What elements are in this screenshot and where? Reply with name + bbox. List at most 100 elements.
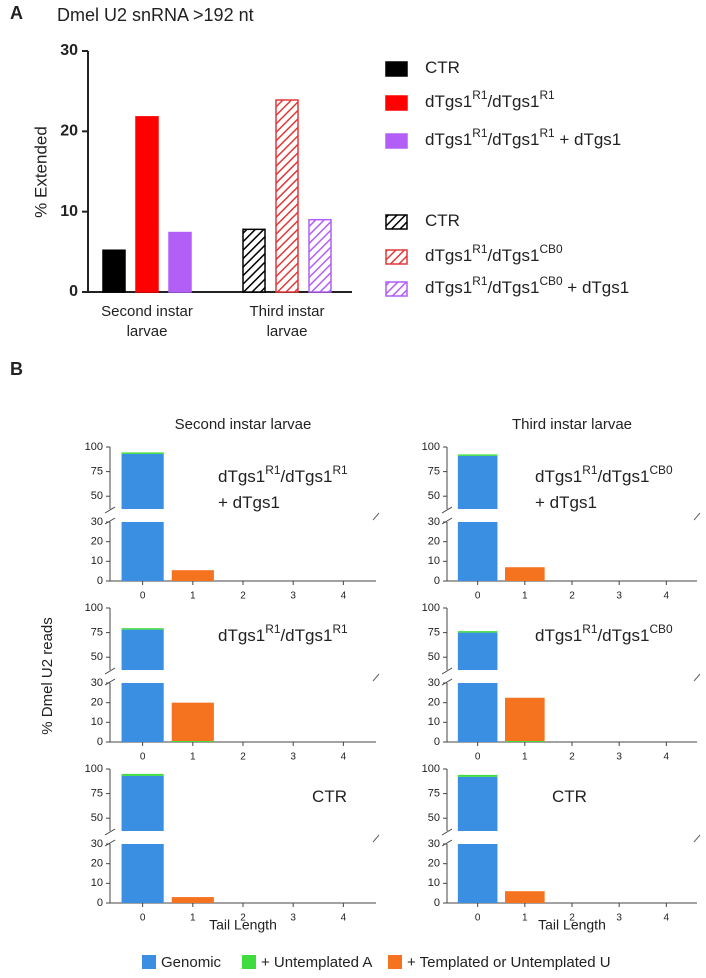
superscript: R1	[539, 126, 555, 140]
axis-break	[693, 834, 701, 843]
bar	[275, 99, 299, 293]
axis-break	[372, 834, 380, 843]
legend-label: dTgs1R1/dTgs1CB0 + dTgs1	[425, 274, 629, 297]
legend-label: dTgs1R1/dTgs1CB0	[425, 242, 563, 265]
superscript: R1	[265, 463, 281, 477]
annotation: CTR	[552, 787, 587, 806]
x-tick-label: 3	[290, 752, 296, 763]
y-tick-label: 20	[428, 697, 440, 709]
text-segment: /dTgs1	[597, 467, 649, 486]
axis-break	[441, 517, 453, 525]
y-tick-label: 75	[91, 627, 103, 639]
y-tick-label: 100	[85, 763, 103, 775]
bar-segment	[121, 683, 164, 742]
y-tick-label: 10	[428, 877, 440, 889]
x-tick-label: 1	[190, 591, 196, 602]
annotation: + dTgs1	[535, 493, 597, 512]
y-tick-label: 0	[434, 736, 440, 748]
y-tick-label: 50	[428, 812, 440, 824]
superscript: CB0	[539, 274, 563, 288]
bar-segment	[505, 891, 545, 903]
axis-break	[372, 512, 380, 521]
bar-segment	[457, 632, 498, 670]
bar-segment	[457, 522, 498, 581]
y-tick-label: 20	[60, 123, 78, 140]
legend-swatch	[142, 955, 156, 969]
y-tick-label: 20	[91, 697, 103, 709]
x-tick-label: 0	[140, 752, 146, 763]
y-tick-label: 20	[91, 536, 103, 548]
text-segment: /dTgs1	[487, 246, 539, 265]
y-tick-label: 75	[428, 466, 440, 478]
text-segment: + dTgs1	[218, 493, 280, 512]
y-tick-label: 20	[428, 858, 440, 870]
y-tick-label: 75	[428, 788, 440, 800]
x-tick-label: 1	[190, 913, 196, 924]
legend-swatch	[385, 249, 408, 265]
x-tick-label: 0	[475, 591, 481, 602]
x-axis-label: Tail Length	[209, 917, 277, 933]
y-tick-label: 30	[91, 838, 103, 850]
y-tick-label: 10	[91, 555, 103, 567]
text-segment: /dTgs1	[487, 92, 539, 111]
superscript: R1	[332, 463, 348, 477]
annotation: + dTgs1	[218, 493, 280, 512]
column-title: Second instar larvae	[175, 416, 312, 433]
text-segment: dTgs1	[425, 92, 472, 111]
legend-label: + Templated or Untemplated U	[407, 954, 611, 971]
text-segment: /dTgs1	[280, 467, 332, 486]
annotation: dTgs1R1/dTgs1R1	[218, 622, 348, 645]
text-segment: dTgs1	[218, 626, 265, 645]
x-tick-label: 0	[140, 913, 146, 924]
y-tick-label: 0	[69, 283, 78, 300]
x-tick-label: 2	[240, 752, 246, 763]
annotation: dTgs1R1/dTgs1CB0	[535, 463, 673, 486]
bar-segment	[121, 775, 164, 831]
x-tick-label: 2	[569, 591, 575, 602]
y-tick-label: 100	[85, 602, 103, 614]
superscript: CB0	[649, 463, 673, 477]
bar	[242, 228, 266, 293]
y-tick-label: 75	[428, 627, 440, 639]
bar	[102, 249, 126, 293]
text-segment: + dTgs1	[535, 493, 597, 512]
x-tick-label: 0	[475, 913, 481, 924]
axis-break	[104, 506, 116, 514]
x-tick-label: 3	[616, 913, 622, 924]
text-segment: /dTgs1	[487, 130, 539, 149]
axis-break	[104, 678, 116, 686]
x-tick-label: 4	[341, 591, 347, 602]
y-tick-label: 100	[85, 441, 103, 453]
axis-break	[104, 828, 116, 836]
bar-segment	[457, 455, 498, 509]
y-tick-label: 10	[428, 716, 440, 728]
bar-segment	[457, 454, 498, 456]
y-tick-label: 30	[428, 677, 440, 689]
axis-break	[441, 828, 453, 836]
bar-segment	[171, 570, 214, 581]
x-tick-label: 1	[190, 752, 196, 763]
y-axis-label: % Dmel U2 reads	[39, 617, 56, 735]
text-segment: dTgs1	[218, 467, 265, 486]
y-tick-label: 100	[422, 441, 440, 453]
legend-label: dTgs1R1/dTgs1R1	[425, 88, 555, 111]
legend-label: + Untemplated A	[261, 954, 372, 971]
bar-segment	[505, 567, 545, 581]
y-tick-label: 10	[91, 877, 103, 889]
x-tick-label-box: Third instar larvae	[249, 303, 324, 340]
superscript: R1	[582, 622, 598, 636]
text-segment: dTgs1	[425, 130, 472, 149]
y-tick-label: 0	[97, 575, 103, 587]
x-tick-label: 4	[664, 913, 670, 924]
x-tick-label: 4	[341, 913, 347, 924]
superscript: R1	[472, 126, 488, 140]
y-tick-label: 50	[91, 812, 103, 824]
axis-break	[104, 667, 116, 675]
superscript: R1	[539, 88, 555, 102]
x-axis-label: Tail Length	[538, 917, 606, 933]
bar-segment	[171, 897, 214, 903]
legend-label: dTgs1R1/dTgs1R1 + dTgs1	[425, 126, 621, 149]
x-tick-label: 2	[569, 752, 575, 763]
